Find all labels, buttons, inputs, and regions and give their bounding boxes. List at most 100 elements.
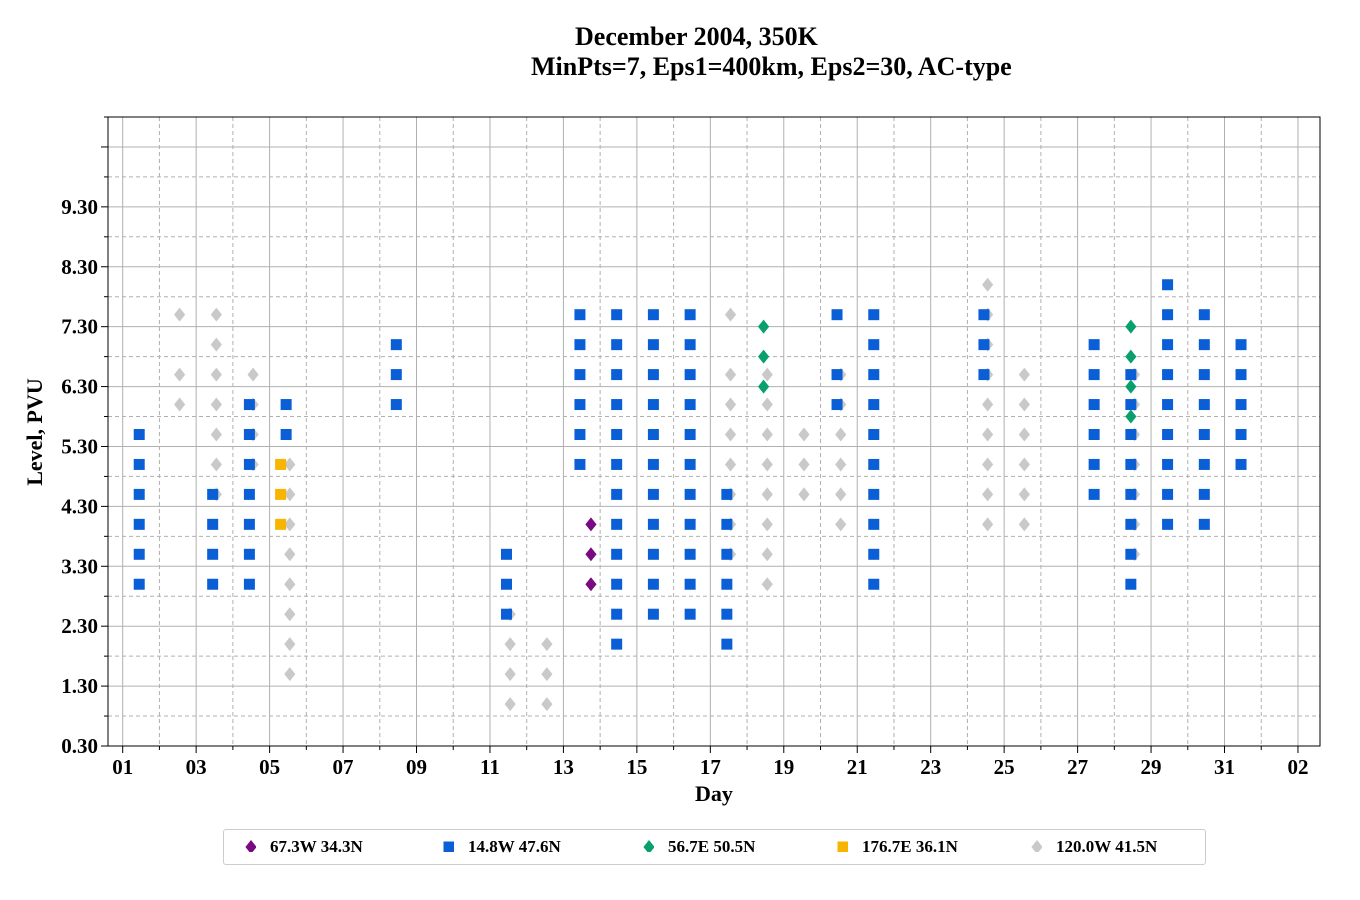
data-point xyxy=(611,309,623,321)
legend-label: 67.3W 34.3N xyxy=(270,837,363,856)
legend-label: 176.7E 36.1N xyxy=(862,837,958,856)
data-point xyxy=(275,458,287,470)
data-point xyxy=(284,517,296,532)
data-point xyxy=(721,608,733,620)
data-point xyxy=(1125,409,1137,424)
data-point xyxy=(574,399,586,411)
data-point xyxy=(210,337,222,352)
data-point xyxy=(647,399,659,411)
y-tick-label: 8.30 xyxy=(61,255,98,279)
data-point xyxy=(1198,309,1210,321)
data-point xyxy=(1125,548,1137,560)
x-tick-label: 27 xyxy=(1067,755,1088,779)
data-point xyxy=(280,428,292,440)
data-point xyxy=(611,428,623,440)
data-point xyxy=(647,309,659,321)
data-point xyxy=(1125,319,1137,334)
data-point xyxy=(982,517,994,532)
data-point xyxy=(500,578,512,590)
data-point xyxy=(647,488,659,500)
data-point xyxy=(982,427,994,442)
data-point xyxy=(724,457,737,472)
data-point xyxy=(611,399,623,411)
data-point xyxy=(721,578,733,590)
data-point xyxy=(724,307,737,322)
data-point xyxy=(684,518,696,530)
data-point xyxy=(1162,339,1174,351)
y-tick-label: 6.30 xyxy=(61,375,98,399)
data-point xyxy=(761,577,773,592)
data-point xyxy=(1198,488,1210,500)
data-point xyxy=(761,547,773,562)
data-point xyxy=(504,637,516,652)
y-tick-label: 5.30 xyxy=(61,434,98,458)
x-tick-label: 29 xyxy=(1141,755,1162,779)
data-point xyxy=(243,428,255,440)
data-point xyxy=(574,309,586,321)
data-point xyxy=(207,548,219,560)
data-point xyxy=(647,369,659,381)
legend-label: 56.7E 50.5N xyxy=(668,837,756,856)
data-point xyxy=(174,397,186,412)
data-point xyxy=(721,518,733,530)
legend-marker-shape xyxy=(245,840,256,852)
data-point xyxy=(1125,399,1137,411)
data-point xyxy=(724,397,737,412)
data-point xyxy=(1125,379,1137,394)
data-point xyxy=(243,548,255,560)
y-axis-label: Level, PVU xyxy=(22,378,47,486)
data-point xyxy=(1088,369,1100,381)
legend-item: 14.8W 47.6N xyxy=(442,830,561,864)
data-point xyxy=(1125,488,1137,500)
x-axis-label: Day xyxy=(695,781,733,806)
legend-item: 56.7E 50.5N xyxy=(642,830,755,864)
data-point xyxy=(868,339,880,351)
data-point xyxy=(978,339,990,351)
data-point xyxy=(684,339,696,351)
data-point xyxy=(174,367,186,382)
data-point xyxy=(585,517,597,532)
data-point xyxy=(210,367,222,382)
data-point xyxy=(761,397,773,412)
data-point xyxy=(1018,367,1030,382)
data-point xyxy=(761,457,773,472)
x-tick-label: 09 xyxy=(406,755,427,779)
data-point xyxy=(757,349,770,364)
data-point xyxy=(721,488,733,500)
data-point xyxy=(1235,369,1247,381)
data-point xyxy=(868,399,880,411)
data-point xyxy=(611,339,623,351)
data-point xyxy=(982,277,994,292)
data-point xyxy=(1162,369,1174,381)
data-point xyxy=(684,309,696,321)
data-point xyxy=(390,339,402,351)
data-point xyxy=(243,399,255,411)
data-point xyxy=(284,487,296,502)
legend: 67.3W 34.3N 14.8W 47.6N 56.7E 50.5N 176.7E … xyxy=(223,829,1206,865)
data-point xyxy=(798,487,810,502)
data-point xyxy=(1198,399,1210,411)
data-point xyxy=(684,608,696,620)
data-point xyxy=(585,577,597,592)
legend-label: 120.0W 41.5N xyxy=(1056,837,1158,856)
data-point xyxy=(390,369,402,381)
x-tick-label: 19 xyxy=(773,755,794,779)
data-point xyxy=(1235,339,1247,351)
data-point xyxy=(541,637,553,652)
legend-item: 67.3W 34.3N xyxy=(244,830,363,864)
data-point xyxy=(585,547,597,562)
axes-layer: 01 03 05 07 09 11 13 15 17 19 21 23 25 27 29 31 02 0.30 1.… xyxy=(61,116,1321,779)
legend-item: 120.0W 41.5N xyxy=(1030,830,1157,864)
x-tick-label: 13 xyxy=(553,755,574,779)
x-tick-label: 05 xyxy=(259,755,280,779)
x-tick-label: 17 xyxy=(700,755,721,779)
series-2 xyxy=(757,319,1137,424)
data-point xyxy=(868,518,880,530)
data-point xyxy=(1088,428,1100,440)
data-point xyxy=(500,608,512,620)
data-point xyxy=(982,397,994,412)
data-point xyxy=(798,457,810,472)
data-point xyxy=(541,667,553,682)
data-point xyxy=(284,667,296,682)
data-point xyxy=(611,369,623,381)
